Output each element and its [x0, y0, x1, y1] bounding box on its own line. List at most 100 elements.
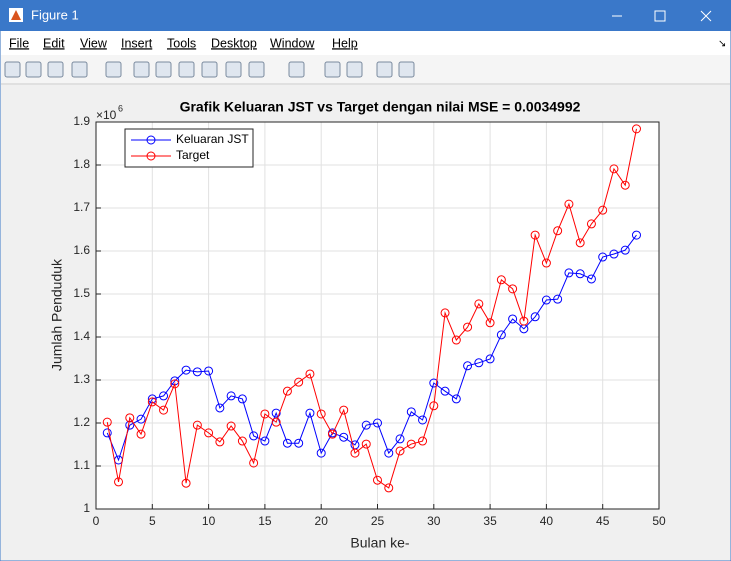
point: [463, 322, 473, 332]
point: [620, 245, 630, 255]
point: [192, 420, 202, 430]
series-line: [106, 128, 637, 489]
point: [305, 408, 315, 418]
legend-label: Keluaran JST: [176, 132, 249, 146]
point: [237, 394, 247, 404]
point: [204, 366, 214, 376]
point: [339, 432, 349, 442]
y-tick-label: 1.8: [73, 157, 90, 171]
point: [609, 249, 619, 259]
point: [496, 330, 506, 340]
point: [598, 252, 608, 262]
point: [440, 308, 450, 318]
menu: File Edit View Insert Tools Desktop Window Help: [9, 36, 358, 50]
chart-title: Grafik Keluaran JST vs Target dengan nil…: [180, 99, 581, 115]
menu-item[interactable]: File: [9, 36, 29, 50]
menu-item[interactable]: View: [80, 36, 108, 50]
x-axis-label: Bulan ke-: [350, 535, 409, 551]
x-tick-label: 15: [258, 514, 272, 528]
point: [440, 386, 450, 396]
point: [271, 408, 281, 418]
toolbar-button[interactable]: [133, 61, 150, 78]
point: [249, 431, 259, 441]
point: [541, 295, 551, 305]
point: [294, 377, 304, 387]
toolbar-button[interactable]: [376, 61, 393, 78]
point: [474, 299, 484, 309]
menu-item[interactable]: Desktop: [211, 36, 257, 50]
toolbar-button[interactable]: [201, 61, 218, 78]
title-bar: [0, 0, 731, 31]
point: [136, 429, 146, 439]
x-tick-label: 20: [315, 514, 329, 528]
point: [282, 386, 292, 396]
app-icon-shape: [11, 10, 21, 20]
point: [294, 438, 304, 448]
menu-item[interactable]: Tools: [167, 36, 196, 50]
point: [327, 429, 337, 439]
menu-item[interactable]: Edit: [43, 36, 65, 50]
toolbar-button[interactable]: [324, 61, 341, 78]
menu-bar: [1, 31, 730, 55]
point: [181, 478, 191, 488]
point: [485, 318, 495, 328]
x-tick-label: 50: [652, 514, 666, 528]
point: [282, 438, 292, 448]
menu-arrow[interactable]: ↘: [718, 39, 726, 50]
x-tick-label: 25: [371, 514, 385, 528]
toolbar-button[interactable]: [225, 61, 242, 78]
point: [249, 458, 259, 468]
toolbar-button[interactable]: [248, 61, 265, 78]
point: [564, 268, 574, 278]
point: [553, 294, 563, 304]
point: [553, 226, 563, 236]
menu-item[interactable]: Help: [332, 36, 358, 50]
point: [575, 269, 585, 279]
point: [474, 358, 484, 368]
y-tick-label: 1.7: [73, 200, 90, 214]
toolbar-button[interactable]: [47, 61, 64, 78]
toolbar-button[interactable]: [155, 61, 172, 78]
close-button[interactable]: [700, 10, 712, 22]
point: [215, 403, 225, 413]
maximize-button[interactable]: [654, 10, 666, 22]
point: [530, 230, 540, 240]
point: [530, 312, 540, 322]
x-tick-label: 40: [540, 514, 554, 528]
point: [564, 199, 574, 209]
point: [170, 379, 180, 389]
point: [575, 238, 585, 248]
toolbar-button[interactable]: [398, 61, 415, 78]
toolbar-button[interactable]: [288, 61, 305, 78]
point: [463, 361, 473, 371]
series-line: [106, 234, 637, 462]
point: [406, 407, 416, 417]
toolbar-button[interactable]: [105, 61, 122, 78]
menu-item[interactable]: Insert: [121, 36, 153, 50]
x-tick-label: 45: [596, 514, 610, 528]
point: [384, 448, 394, 458]
point: [181, 365, 191, 375]
point: [102, 417, 112, 427]
point: [316, 409, 326, 419]
menu-item[interactable]: Window: [270, 36, 315, 50]
toolbar-button[interactable]: [71, 61, 88, 78]
toolbar-button[interactable]: [178, 61, 195, 78]
y-tick-label: 1.1: [73, 458, 90, 472]
point: [125, 413, 135, 423]
legend-label: Target: [176, 148, 210, 162]
point: [586, 219, 596, 229]
y-tick-label: 1.9: [73, 114, 90, 128]
y-tick-label: 1.3: [73, 372, 90, 386]
point: [373, 475, 382, 485]
point: [204, 428, 214, 438]
toolbar-button[interactable]: [25, 61, 42, 78]
toolbar-button[interactable]: [4, 61, 21, 78]
point: [609, 164, 619, 174]
point: [339, 405, 349, 415]
toolbar-button[interactable]: [346, 61, 363, 78]
point: [395, 446, 405, 456]
point: [305, 369, 315, 379]
point: [508, 284, 518, 294]
